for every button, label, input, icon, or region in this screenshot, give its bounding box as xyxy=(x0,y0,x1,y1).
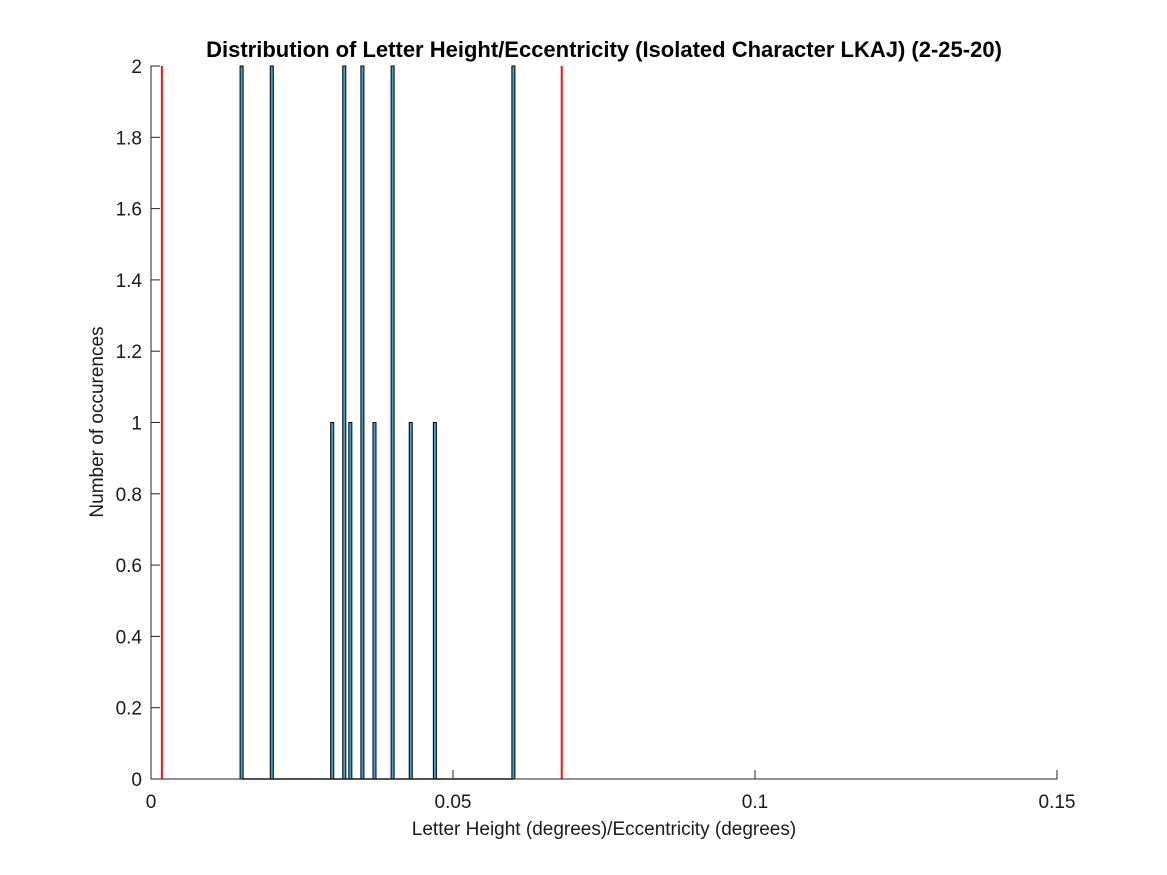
y-tick-label: 1.6 xyxy=(116,200,142,221)
bars-layer xyxy=(239,65,516,780)
y-tick-label: 0.2 xyxy=(116,699,142,720)
y-tick-label: 1.8 xyxy=(116,128,142,149)
y-tick-label: 0.4 xyxy=(116,627,143,648)
x-axis-label: Letter Height (degrees)/Eccentricity (de… xyxy=(412,819,796,840)
reference-lines-layer xyxy=(160,66,563,779)
histogram-bar xyxy=(360,65,365,780)
histogram-bar xyxy=(342,65,347,780)
histogram-bar xyxy=(511,65,516,780)
histogram-bar xyxy=(348,422,353,780)
y-tick-label: 1.2 xyxy=(116,342,142,363)
x-ticks: 0 0.05 0.1 0.15 xyxy=(146,770,1076,813)
histogram-bar xyxy=(239,65,244,780)
x-tick-label: 0.05 xyxy=(435,792,472,813)
axes-layer xyxy=(150,66,1057,780)
histogram-bar xyxy=(330,422,335,780)
y-tick-label: 1.4 xyxy=(116,271,143,292)
y-axis-label: Number of occurences xyxy=(87,326,108,517)
y-tick-label: 2 xyxy=(131,57,142,78)
y-tick-label: 0 xyxy=(131,770,142,791)
x-tick-label: 0.1 xyxy=(742,792,768,813)
y-ticks: 0 0.2 0.4 0.6 0.8 1 1.2 1.4 1.6 1.8 2 xyxy=(116,57,160,791)
histogram-bar xyxy=(432,422,437,780)
y-tick-label: 1 xyxy=(131,414,142,435)
histogram-bar xyxy=(390,65,395,780)
histogram-bar xyxy=(408,422,413,780)
y-tick-label: 0.6 xyxy=(116,556,142,577)
histogram-bar xyxy=(269,65,274,780)
y-tick-label: 0.8 xyxy=(116,485,142,506)
chart-title: Distribution of Letter Height/Eccentrici… xyxy=(206,37,1002,62)
x-tick-label: 0 xyxy=(146,792,157,813)
histogram-bar xyxy=(372,422,377,780)
x-tick-label: 0.15 xyxy=(1039,792,1076,813)
